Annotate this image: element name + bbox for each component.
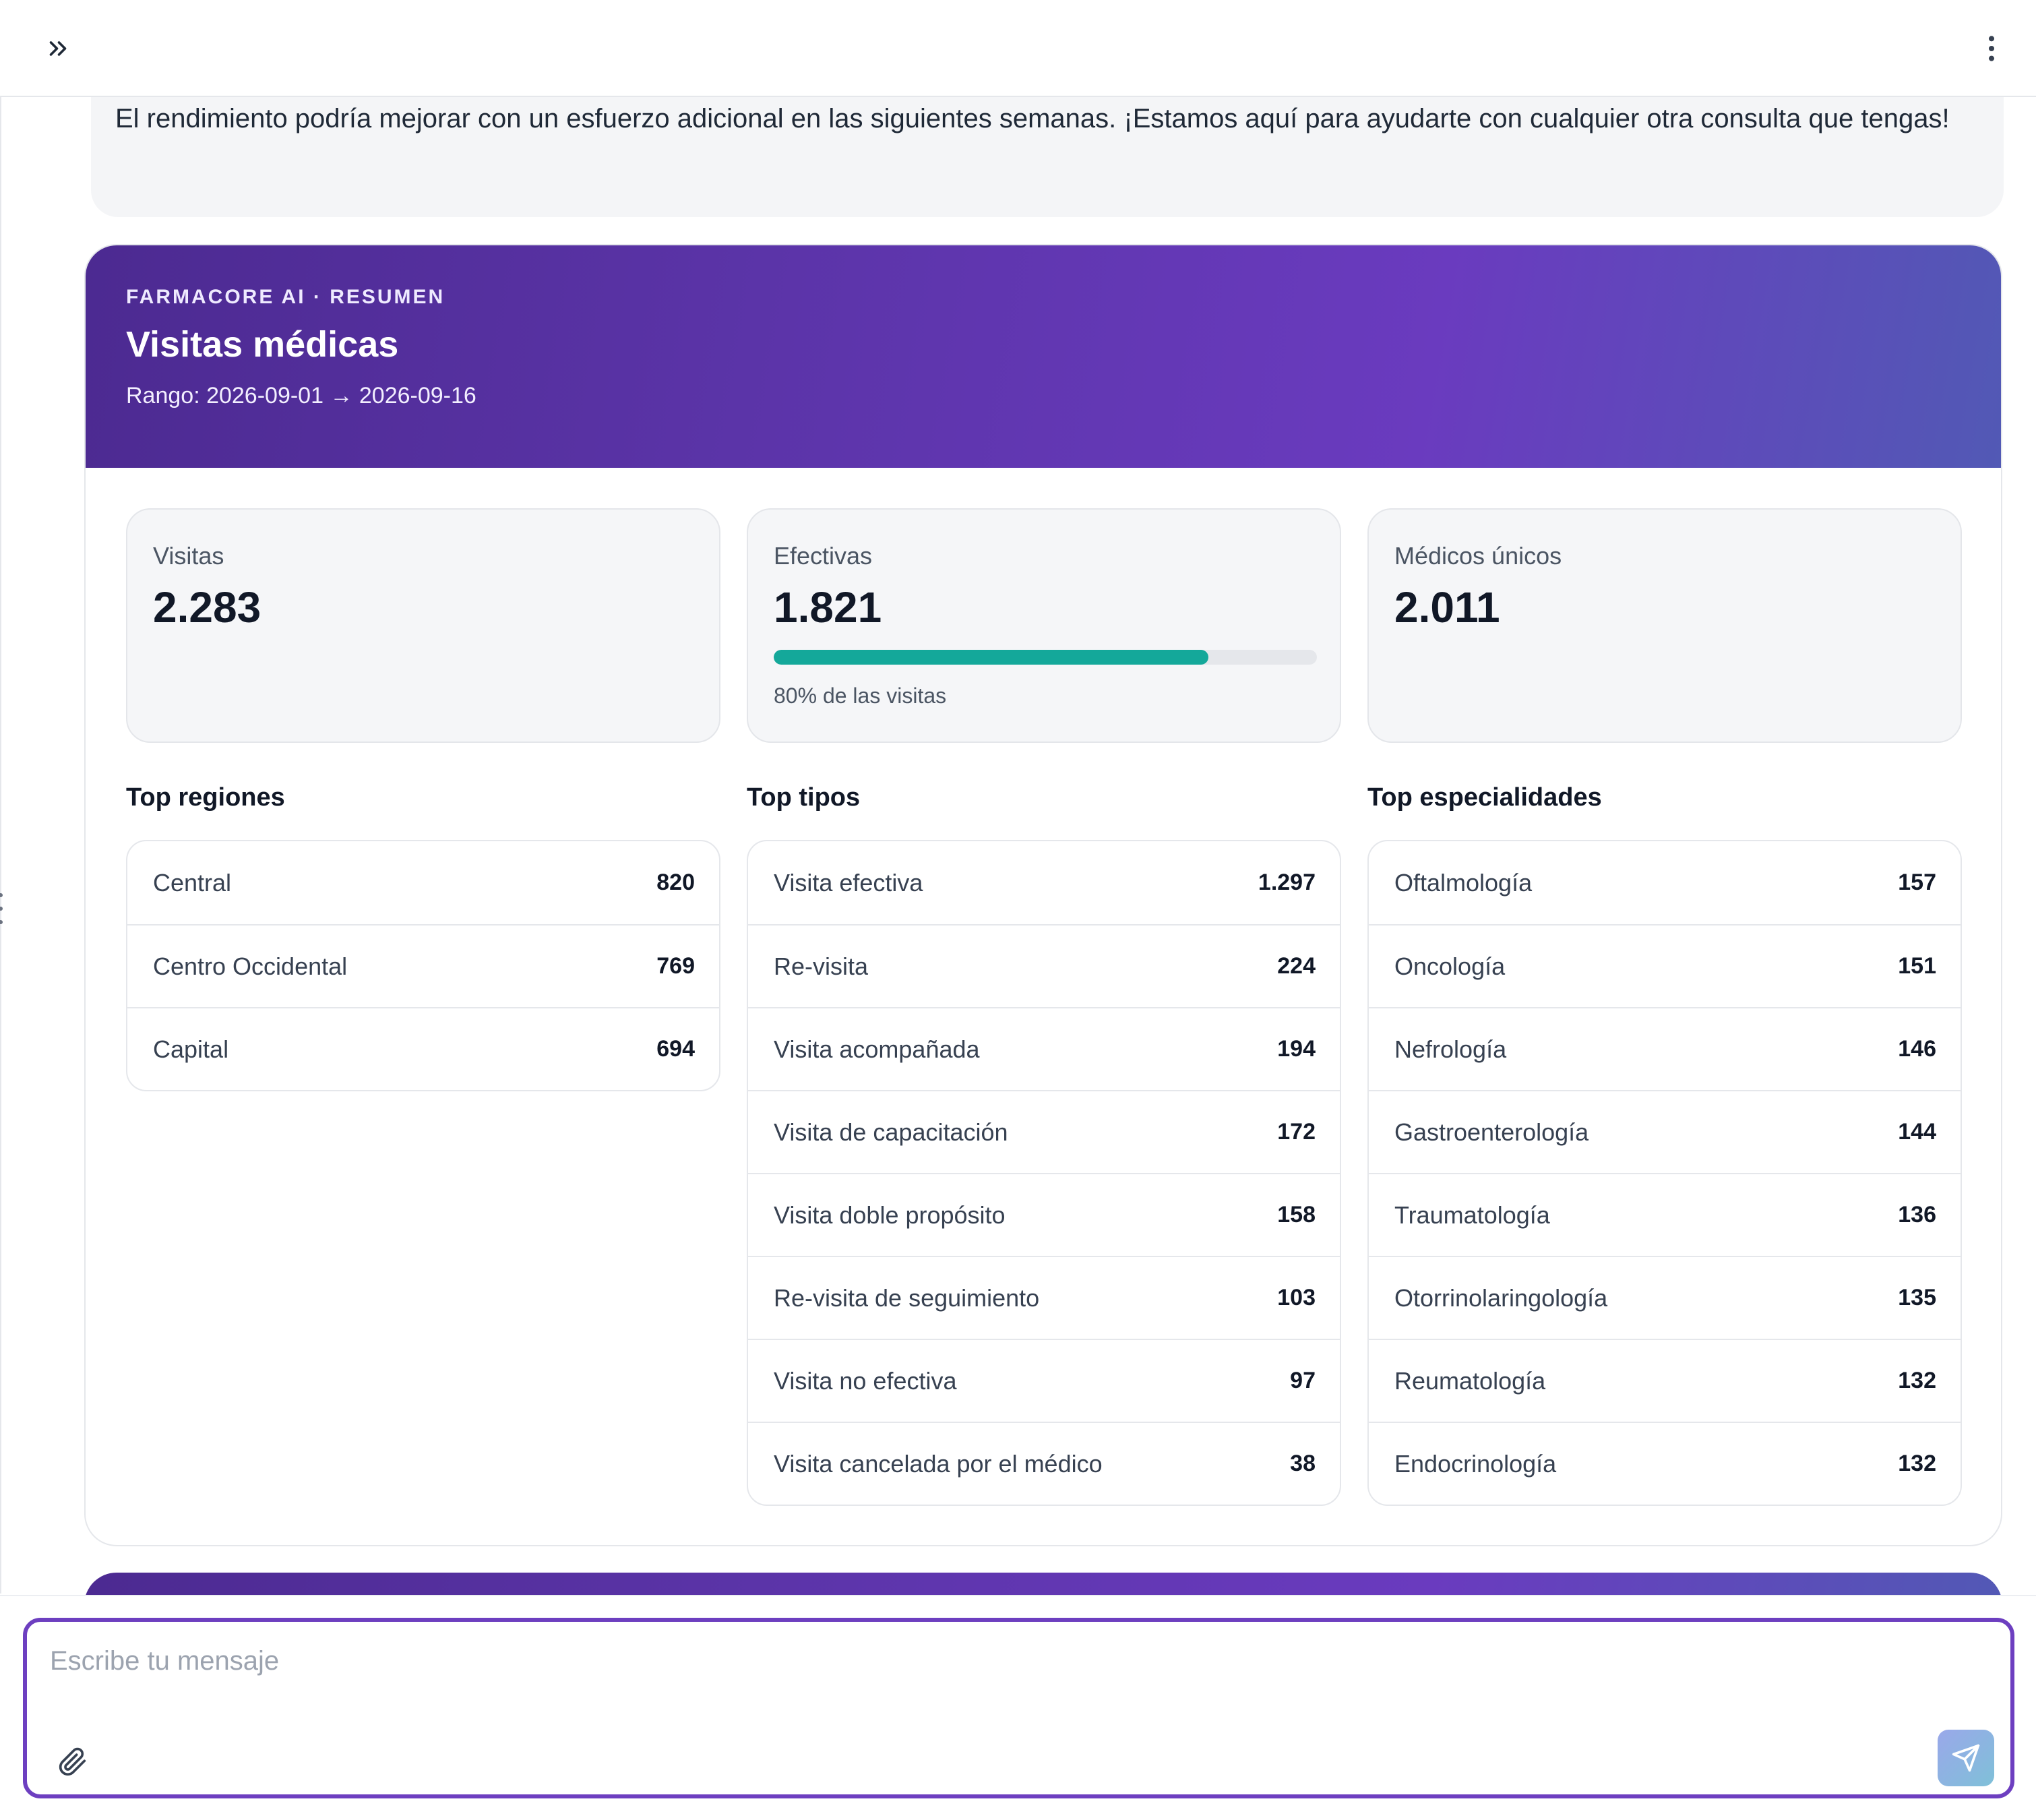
list-item-value: 151	[1898, 953, 1936, 979]
assistant-message-text: El rendimiento podría mejorar con un esf…	[115, 104, 1950, 133]
list-item-label: Visita doble propósito	[774, 1201, 1006, 1229]
message-input[interactable]	[50, 1641, 1937, 1681]
attach-button[interactable]	[54, 1743, 92, 1781]
list-item-value: 172	[1277, 1119, 1316, 1145]
kpi-note: 80% de las visitas	[774, 684, 947, 708]
effective-progress-fill	[774, 650, 1208, 665]
summary-eyebrow: FARMACORE AI · RESUMEN	[126, 286, 445, 308]
list-item-value: 97	[1290, 1368, 1316, 1393]
list-item: Traumatología 136	[1369, 1173, 1961, 1256]
list-item-label: Traumatología	[1394, 1201, 1550, 1229]
list-item-label: Visita efectiva	[774, 868, 923, 897]
list-item: Capital 694	[127, 1007, 719, 1090]
list-item: Visita cancelada por el médico 38	[748, 1422, 1340, 1505]
kpi-label: Efectivas	[774, 542, 873, 570]
list-item-label: Reumatología	[1394, 1366, 1546, 1395]
list-item-value: 135	[1898, 1285, 1936, 1310]
list-item-label: Nefrología	[1394, 1035, 1507, 1063]
list-item-label: Visita no efectiva	[774, 1366, 957, 1395]
effective-progress-track	[774, 650, 1317, 665]
summary-header: FARMACORE AI · RESUMEN Visitas médicas R…	[86, 245, 2001, 468]
paperclip-icon	[59, 1747, 86, 1776]
kpi-label: Visitas	[153, 542, 224, 570]
top-types-title: Top tipos	[747, 783, 861, 812]
list-item-value: 194	[1277, 1036, 1316, 1062]
list-item-value: 694	[656, 1036, 695, 1062]
list-item-label: Centro Occidental	[153, 952, 348, 980]
list-item-label: Visita cancelada por el médico	[774, 1449, 1103, 1478]
list-item-value: 157	[1898, 870, 1936, 895]
list-item: Centro Occidental 769	[127, 924, 719, 1007]
list-item: Nefrología 146	[1369, 1007, 1961, 1090]
assistant-message: El rendimiento podría mejorar con un esf…	[91, 74, 2004, 217]
top-regions-list: Central 820 Centro Occidental 769 Capital 6…	[126, 840, 720, 1091]
list-item-label: Re-visita de seguimiento	[774, 1283, 1040, 1312]
kpi-value: 2.283	[153, 583, 261, 632]
list-item: Visita no efectiva 97	[748, 1339, 1340, 1422]
summary-title: Visitas médicas	[126, 324, 399, 365]
list-item-value: 132	[1898, 1368, 1936, 1393]
message-composer	[23, 1618, 2014, 1798]
list-item-value: 144	[1898, 1119, 1936, 1145]
list-item: Reumatología 132	[1369, 1339, 1961, 1422]
top-bar	[0, 0, 2036, 97]
resize-handle[interactable]	[0, 893, 5, 924]
top-specialties-title: Top especialidades	[1367, 783, 1602, 812]
kpi-effective: Efectivas 1.821 80% de las visitas	[747, 508, 1341, 743]
kpi-value: 2.011	[1394, 583, 1500, 632]
list-item-value: 224	[1277, 953, 1316, 979]
list-item-label: Oncología	[1394, 952, 1506, 980]
expand-sidebar-button[interactable]	[39, 30, 77, 67]
list-item: Visita doble propósito 158	[748, 1173, 1340, 1256]
list-item-label: Visita acompañada	[774, 1035, 980, 1063]
list-item: Re-visita de seguimiento 103	[748, 1256, 1340, 1339]
send-icon	[1952, 1744, 1980, 1772]
list-item-value: 820	[656, 870, 695, 895]
top-specialties-list: Oftalmología 157 Oncología 151 Nefrología 1…	[1367, 840, 1962, 1506]
summary-range: Rango: 2026-09-01 → 2026-09-16	[126, 383, 476, 408]
more-options-button[interactable]	[1973, 30, 2010, 67]
kpi-value: 1.821	[774, 583, 882, 632]
list-item-label: Capital	[153, 1035, 229, 1063]
list-item-label: Oftalmología	[1394, 868, 1533, 897]
kpi-unique-doctors: Médicos únicos 2.011	[1367, 508, 1962, 743]
list-item-value: 103	[1277, 1285, 1316, 1310]
list-item: Visita efectiva 1.297	[748, 841, 1340, 924]
list-item: Gastroenterología 144	[1369, 1090, 1961, 1173]
list-item: Endocrinología 132	[1369, 1422, 1961, 1505]
list-item: Re-visita 224	[748, 924, 1340, 1007]
list-item-label: Otorrinolaringología	[1394, 1283, 1608, 1312]
list-item-label: Visita de capacitación	[774, 1118, 1008, 1146]
list-item: Central 820	[127, 841, 719, 924]
kpi-label: Médicos únicos	[1394, 542, 1562, 570]
list-item: Visita de capacitación 172	[748, 1090, 1340, 1173]
list-item-label: Endocrinología	[1394, 1449, 1557, 1478]
list-item-label: Re-visita	[774, 952, 869, 980]
list-item-value: 158	[1277, 1202, 1316, 1227]
top-regions-title: Top regiones	[126, 783, 285, 812]
send-button[interactable]	[1938, 1730, 1994, 1786]
kpi-visits: Visitas 2.283	[126, 508, 720, 743]
top-types-list: Visita efectiva 1.297 Re-visita 224 Visita…	[747, 840, 1341, 1506]
list-item-label: Central	[153, 868, 232, 897]
list-item-label: Gastroenterología	[1394, 1118, 1589, 1146]
list-item-value: 769	[656, 953, 695, 979]
more-vertical-icon	[1988, 36, 1995, 61]
list-item-value: 1.297	[1258, 870, 1316, 895]
summary-card: FARMACORE AI · RESUMEN Visitas médicas R…	[84, 244, 2002, 1546]
list-item-value: 136	[1898, 1202, 1936, 1227]
list-item: Oftalmología 157	[1369, 841, 1961, 924]
sidebar-edge	[0, 97, 1, 1594]
chevrons-right-icon	[49, 41, 67, 56]
list-item: Otorrinolaringología 135	[1369, 1256, 1961, 1339]
list-item-value: 146	[1898, 1036, 1936, 1062]
list-item-value: 132	[1898, 1451, 1936, 1476]
list-item-value: 38	[1290, 1451, 1316, 1476]
list-item: Oncología 151	[1369, 924, 1961, 1007]
list-item: Visita acompañada 194	[748, 1007, 1340, 1090]
